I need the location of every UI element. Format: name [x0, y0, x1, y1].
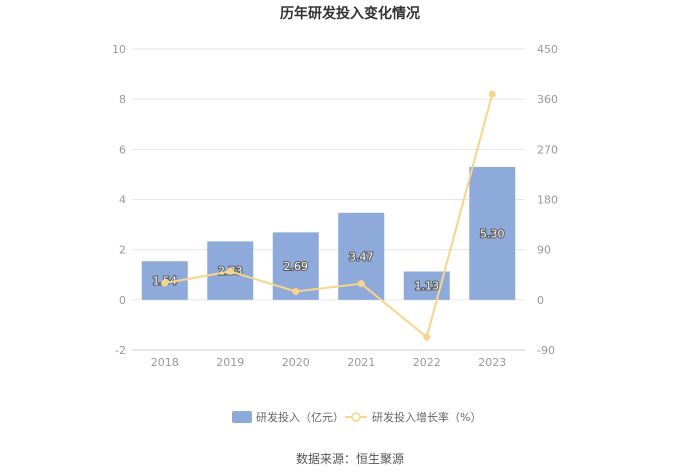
data-source: 数据来源：恒生聚源: [296, 451, 404, 466]
right-axis-ticks: -90 0 90 180 270 360 450: [537, 43, 558, 357]
growth-point: [488, 90, 496, 98]
left-tick-label: 0: [119, 294, 126, 307]
left-tick-label: 2: [119, 244, 126, 257]
x-tick-label: 2018: [151, 356, 179, 369]
x-tick-label: 2023: [478, 356, 506, 369]
growth-point: [423, 333, 431, 341]
right-tick-label: 270: [537, 143, 558, 156]
left-tick-label: 4: [119, 194, 126, 207]
right-tick-label: -90: [537, 344, 555, 357]
bar-value-label: 5.30: [480, 227, 505, 240]
left-tick-label: 10: [112, 43, 126, 56]
right-tick-label: 360: [537, 93, 558, 106]
right-tick-label: 180: [537, 194, 558, 207]
left-axis-ticks: -2 0 2 4 6 8 10: [112, 43, 126, 357]
line-series: [161, 90, 496, 341]
left-tick-label: -2: [115, 344, 126, 357]
legend-line-marker: [351, 412, 361, 422]
growth-point: [226, 267, 234, 275]
bar: [469, 166, 516, 300]
bar-series: [141, 166, 516, 300]
left-tick-label: 8: [119, 93, 126, 106]
right-tick-label: 90: [537, 244, 551, 257]
growth-point: [357, 280, 365, 288]
growth-point: [292, 287, 300, 295]
x-tick-label: 2022: [413, 356, 441, 369]
x-tick-label: 2020: [282, 356, 310, 369]
legend-line-label: 研发投入增长率（%）: [372, 410, 481, 424]
right-tick-label: 450: [537, 43, 558, 56]
bar-value-label: 1.13: [415, 280, 440, 293]
growth-line: [164, 93, 494, 339]
right-tick-label: 0: [537, 294, 544, 307]
bar-data-labels: 1.542.332.693.471.135.30: [152, 226, 506, 293]
left-tick-label: 6: [119, 143, 126, 156]
chart-title: 历年研发投入变化情况: [280, 5, 420, 22]
bar-value-label: 2.69: [284, 260, 309, 273]
bar-value-label: 3.47: [349, 250, 374, 263]
x-axis-ticks: 2018 2019 2020 2021 2022 2023: [151, 356, 507, 369]
x-tick-label: 2021: [347, 356, 375, 369]
legend[interactable]: 研发投入（亿元） 研发投入增长率（%）: [232, 410, 481, 424]
growth-point: [161, 279, 169, 287]
legend-bar-label: 研发投入（亿元）: [256, 410, 344, 424]
legend-bar-swatch: [232, 411, 252, 423]
grid-lines: [132, 48, 525, 351]
bar: [403, 271, 450, 300]
x-tick-label: 2019: [216, 356, 244, 369]
